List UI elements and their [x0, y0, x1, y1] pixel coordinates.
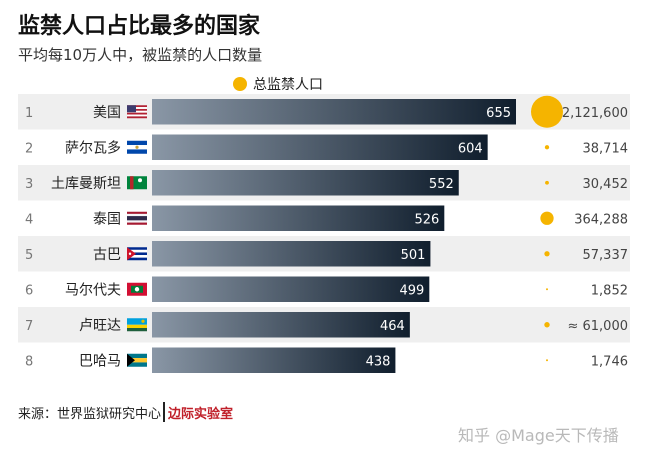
maldives-flag-icon: [127, 282, 147, 296]
table-row: 2 萨尔瓦多 604 38,714: [25, 134, 629, 160]
table-row: 7 卢旺达 464 ≈ 61,000: [18, 307, 630, 343]
table-row: 5 古巴 501 57,337: [18, 236, 630, 272]
total-label: 30,452: [583, 177, 629, 192]
country-label: 卢旺达: [79, 318, 121, 334]
country-label: 巴哈马: [79, 353, 121, 369]
total-dot: [546, 288, 548, 291]
table-row: 1 美国 655 2,121,600: [18, 94, 630, 130]
bar: [152, 134, 488, 160]
bar: [152, 99, 516, 125]
el-salvador-flag-icon: [127, 140, 147, 154]
bar-value-label: 499: [399, 283, 424, 298]
bar-value-label: 604: [458, 141, 483, 156]
bar-value-label: 655: [486, 106, 511, 121]
us-flag-icon: [127, 105, 147, 119]
country-label: 美国: [93, 105, 121, 121]
bar: [152, 205, 445, 231]
bahamas-flag-icon: [127, 353, 147, 367]
country-label: 土库曼斯坦: [51, 176, 121, 192]
rwanda-flag-icon: [127, 318, 147, 332]
total-dot: [540, 211, 554, 225]
rank-label: 4: [25, 212, 33, 227]
bar: [152, 276, 430, 302]
total-label: 57,337: [583, 248, 629, 263]
total-dot: [545, 180, 549, 185]
total-dot: [544, 322, 550, 328]
legend-dot-icon: [233, 77, 247, 91]
legend: 总监禁人口: [233, 74, 323, 94]
bar-value-label: 438: [366, 354, 391, 369]
total-label: 1,746: [591, 354, 628, 369]
chart-subtitle: 平均每10万人中，被监禁的人口数量: [18, 46, 263, 64]
bar-value-label: 526: [414, 212, 439, 227]
rank-label: 3: [25, 177, 33, 192]
watermark: 知乎 @Mage天下传播: [458, 426, 619, 445]
source-separator: [163, 402, 166, 422]
total-label: 364,288: [574, 212, 628, 227]
rank-label: 1: [25, 106, 33, 121]
source-line: 来源：世界监狱研究中心 边际实验室: [18, 402, 233, 422]
rank-label: 7: [25, 319, 33, 334]
total-label: 38,714: [583, 141, 629, 156]
country-label: 马尔代夫: [65, 282, 121, 298]
total-label: 2,121,600: [562, 106, 628, 121]
bar: [152, 312, 410, 338]
table-row: 4 泰国 526 364,288: [25, 205, 628, 231]
table-row: 3 土库曼斯坦 552 30,452: [18, 165, 630, 201]
rank-label: 8: [25, 354, 33, 369]
bar: [152, 347, 396, 373]
bar: [152, 241, 431, 267]
table-row: 6 马尔代夫 499 1,852: [25, 276, 628, 302]
cuba-flag-icon: [127, 247, 147, 261]
rank-label: 5: [25, 248, 33, 263]
thailand-flag-icon: [127, 211, 147, 225]
total-dot: [546, 359, 548, 362]
source-brand: 边际实验室: [168, 406, 234, 422]
table-row: 8 巴哈马 438 1,746: [25, 347, 628, 373]
turkmenistan-flag-icon: [127, 176, 147, 190]
source-text: 来源：世界监狱研究中心: [18, 406, 162, 422]
chart-area: 1 美国 655 2,121,600 2 萨尔瓦多 604 38,714 3 土库曼斯坦 552 30…: [18, 94, 630, 373]
chart-title: 监禁人口占比最多的国家: [18, 14, 261, 39]
total-dot: [531, 95, 563, 128]
rank-label: 2: [25, 141, 33, 156]
country-label: 萨尔瓦多: [65, 139, 121, 156]
country-label: 古巴: [93, 247, 121, 263]
bar: [152, 170, 459, 196]
rank-label: 6: [25, 283, 33, 298]
country-label: 泰国: [93, 211, 121, 227]
bar-value-label: 464: [380, 319, 405, 334]
legend-label: 总监禁人口: [253, 77, 323, 93]
total-dot: [544, 145, 550, 150]
total-label: 1,852: [591, 283, 628, 298]
total-label: ≈ 61,000: [567, 319, 628, 334]
bar-value-label: 552: [429, 177, 454, 192]
bar-value-label: 501: [401, 248, 426, 263]
total-dot: [544, 251, 550, 257]
